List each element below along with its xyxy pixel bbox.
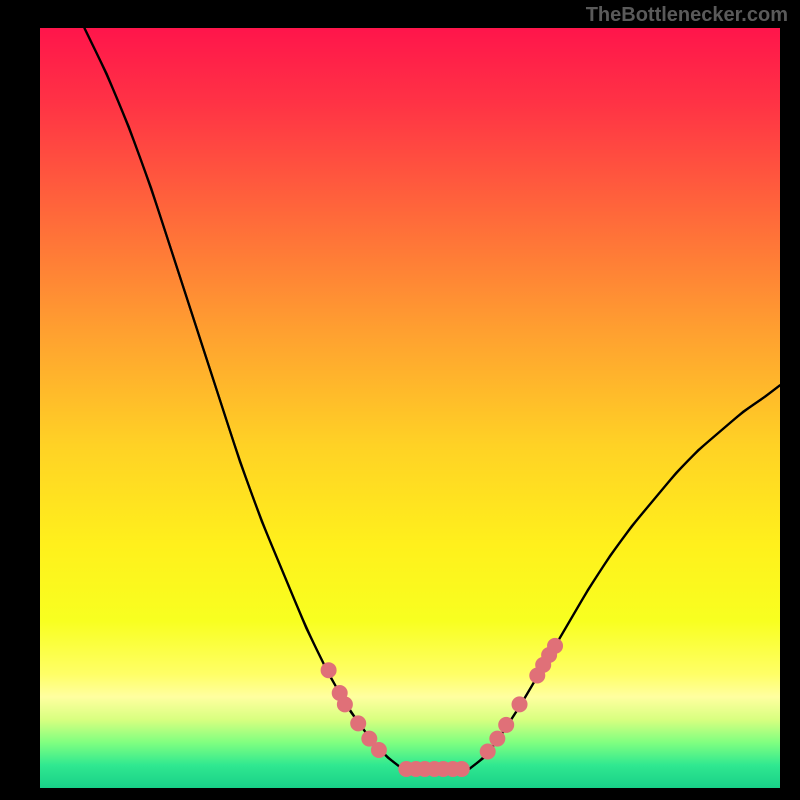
plot-area: [40, 28, 780, 788]
bottleneck-curve: [84, 28, 780, 769]
marker-flat: [454, 761, 470, 777]
marker-right: [489, 731, 505, 747]
marker-right: [512, 696, 528, 712]
left-curve: [84, 28, 402, 769]
marker-left: [371, 742, 387, 758]
marker-left: [337, 696, 353, 712]
marker-right: [547, 638, 563, 654]
marker-left: [350, 715, 366, 731]
watermark-text: TheBottlenecker.com: [586, 4, 788, 27]
marker-right: [480, 744, 496, 760]
marker-right: [498, 717, 514, 733]
chart-svg: [40, 28, 780, 788]
marker-left: [321, 662, 337, 678]
